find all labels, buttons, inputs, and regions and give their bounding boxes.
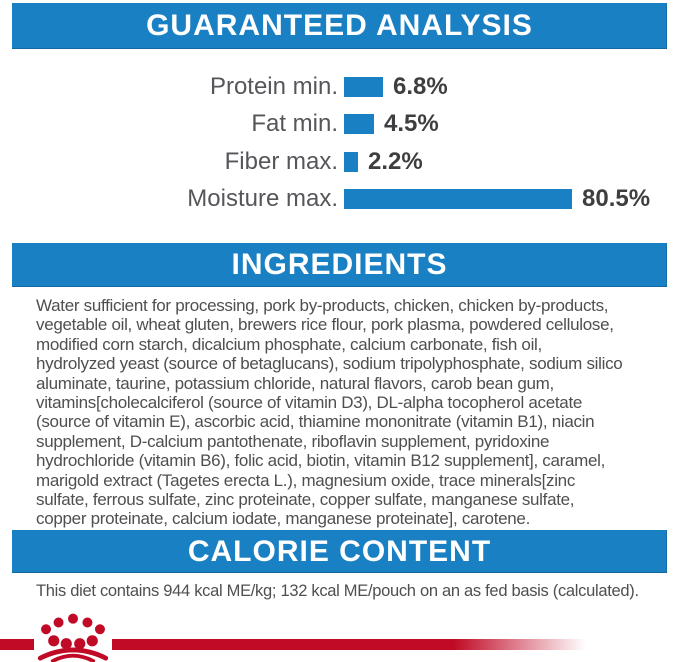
ingredients-line: vegetable oil, wheat gluten, brewers ric… bbox=[36, 315, 614, 335]
ingredients-line: hydrochloride (vitamin B6), folic acid, … bbox=[36, 451, 606, 471]
chart-row-moisture: Moisture max. 80.5% bbox=[0, 185, 679, 212]
fiber-bar bbox=[344, 152, 358, 172]
ingredients-line: marigold extract (Tagetes erecta L.), ma… bbox=[36, 470, 576, 490]
moisture-label: Moisture max. bbox=[187, 185, 338, 212]
brand-stripe-right bbox=[112, 639, 586, 650]
ingredients-line: hydrolyzed yeast (source of betaglucans)… bbox=[36, 354, 623, 374]
fat-label: Fat min. bbox=[251, 110, 338, 137]
moisture-bar bbox=[344, 189, 572, 209]
chart-row-protein: Protein min. 6.8% bbox=[0, 73, 679, 100]
brand-stripe-left bbox=[0, 639, 34, 650]
fiber-label: Fiber max. bbox=[224, 148, 338, 175]
guaranteed-analysis-banner: GUARANTEED ANALYSIS bbox=[12, 3, 667, 49]
guaranteed-analysis-title: GUARANTEED ANALYSIS bbox=[146, 9, 533, 42]
ingredients-line: (source of vitamin E), ascorbic acid, th… bbox=[36, 412, 595, 432]
ingredients-line: supplement, D-calcium pantothenate, ribo… bbox=[36, 431, 550, 451]
fiber-value: 2.2% bbox=[368, 148, 423, 175]
fat-value: 4.5% bbox=[384, 110, 439, 137]
ingredients-title: INGREDIENTS bbox=[231, 248, 448, 281]
protein-value: 6.8% bbox=[393, 73, 448, 100]
calorie-statement: This diet contains 944 kcal ME/kg; 132 k… bbox=[36, 582, 639, 600]
protein-label: Protein min. bbox=[209, 73, 338, 100]
royal-canin-crown-icon bbox=[37, 613, 109, 662]
protein-bar bbox=[344, 77, 383, 97]
ingredients-line: aluminate, taurine, potassium chloride, … bbox=[36, 373, 554, 393]
ingredients-paragraph: Water sufficient for processing, pork by… bbox=[36, 296, 656, 529]
chart-row-fiber: Fiber max. 2.2% bbox=[0, 148, 679, 175]
chart-row-fat: Fat min. 4.5% bbox=[0, 110, 679, 137]
ingredients-banner: INGREDIENTS bbox=[12, 243, 667, 287]
fat-bar bbox=[344, 114, 374, 134]
ingredients-line: modified corn starch, dicalcium phosphat… bbox=[36, 334, 542, 354]
ingredients-line: Water sufficient for processing, pork by… bbox=[36, 296, 609, 315]
ingredients-line: copper proteinate, calcium iodate, manga… bbox=[36, 509, 531, 529]
calorie-content-banner: CALORIE CONTENT bbox=[12, 530, 667, 573]
moisture-value: 80.5% bbox=[582, 185, 651, 212]
ingredients-line: sulfate, ferrous sulfate, zinc proteinat… bbox=[36, 489, 575, 509]
calorie-content-title: CALORIE CONTENT bbox=[187, 534, 492, 568]
ingredients-line: vitamins[cholecalciferol (source of vita… bbox=[36, 392, 583, 412]
